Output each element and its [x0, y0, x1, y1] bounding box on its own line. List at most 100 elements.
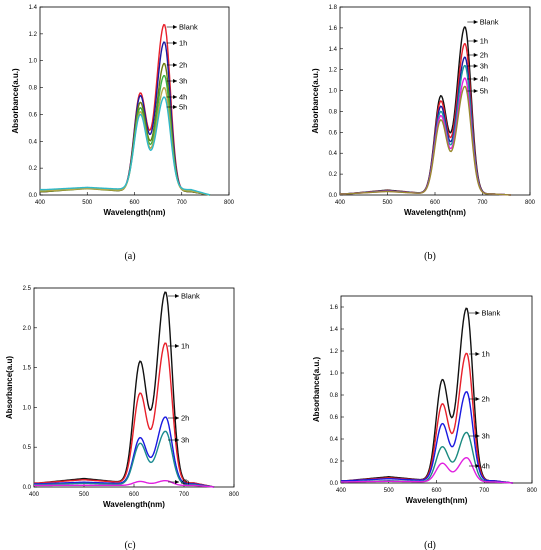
x-axis-title: Wavelength(nm) [104, 208, 166, 217]
y-tick-label: 1.4 [329, 47, 338, 53]
x-tick-label: 600 [129, 492, 140, 498]
legend-arrow-head [175, 416, 179, 420]
legend-arrow-head [175, 438, 179, 442]
series-line-5h [340, 85, 512, 196]
legend-label: 4h [179, 93, 187, 102]
legend-arrow-head [173, 105, 178, 109]
y-tick-label: 0.0 [23, 485, 32, 491]
legend-arrow-head [173, 63, 178, 67]
legend-label: 4h [480, 75, 488, 84]
y-tick-label: 0.4 [329, 151, 338, 157]
x-tick-label: 500 [79, 492, 90, 498]
x-tick-label: 400 [35, 200, 46, 206]
legend-label: 2h [481, 395, 489, 404]
legend-label: 5h [480, 87, 488, 96]
x-tick-label: 800 [525, 200, 536, 206]
x-axis-title: Wavelength(nm) [406, 496, 468, 505]
legend-label: 5h [179, 103, 187, 112]
legend-label: Blank [181, 292, 200, 301]
y-tick-label: 0.4 [330, 437, 339, 443]
panel-label: (a) [124, 251, 135, 262]
series-line-2h [34, 416, 215, 488]
y-tick-label: 0.6 [29, 112, 38, 118]
legend-arrow-head [175, 294, 179, 298]
legend-arrow-head [473, 39, 478, 43]
y-tick-label: 1.2 [29, 32, 38, 38]
legend-label: 4h [481, 462, 489, 471]
x-tick-label: 700 [477, 200, 488, 206]
legend-arrow-head [475, 397, 480, 401]
series-line-2h [341, 391, 513, 484]
y-tick-label: 0.8 [329, 109, 338, 115]
legend-label: 3h [480, 62, 488, 71]
y-tick-label: 0.2 [29, 166, 38, 172]
y-axis-title: Absorbance(a.u.) [311, 68, 320, 134]
series-line-5h [40, 96, 211, 196]
legend-label: 3h [481, 432, 489, 441]
x-axis-title: Wavelength(nm) [103, 500, 165, 509]
y-tick-label: 0.2 [329, 172, 338, 178]
series-line-4h [34, 479, 215, 488]
series-line-3h [340, 64, 512, 196]
panel-a: 400 500 600 700 800 0.0 0.2 0.4 0.6 0.8 1.0 1.2 1.4 W… [11, 5, 235, 262]
y-tick-label: 0.4 [29, 139, 38, 145]
legend-label: 2h [480, 51, 488, 60]
y-tick-label: 2.5 [23, 286, 32, 292]
x-tick-label: 700 [177, 200, 188, 206]
y-tick-label: 1.2 [330, 349, 339, 355]
legend-arrow-head [475, 311, 480, 315]
y-tick-label: 1.6 [330, 305, 339, 311]
plot-frame [39, 6, 230, 196]
legend-arrow-head [173, 41, 178, 45]
legend-arrow-head [475, 434, 480, 438]
legend-label: Blank [179, 23, 198, 32]
legend-arrow-head [173, 95, 178, 99]
y-tick-label: 0.0 [330, 481, 339, 487]
y-tick-label: 1.2 [329, 68, 338, 74]
y-tick-label: 1.6 [329, 26, 338, 32]
y-tick-label: 0.5 [23, 445, 32, 451]
y-tick-label: 2.0 [23, 326, 32, 332]
panel-c: 400 500 600 700 800 0.0 0.5 1.0 1.5 2.0 2.5 Wavelen… [5, 286, 240, 550]
y-tick-label: 0.0 [29, 193, 38, 199]
x-tick-label: 500 [382, 200, 393, 206]
legend-label: 2h [181, 414, 189, 423]
panel-b: 400 500 600 700 800 0.0 0.2 0.4 0.6 0.8 1.0 1.2 1.4 1… [311, 5, 536, 262]
y-tick-label: 0.2 [330, 459, 339, 465]
x-tick-label: 700 [179, 492, 190, 498]
legend-arrow-head [173, 79, 178, 83]
legend-arrow-head [473, 20, 478, 24]
plot-frame [340, 295, 533, 484]
x-tick-label: 600 [430, 200, 441, 206]
y-axis-title: Absorbance(a.u.) [11, 68, 20, 134]
y-axis-title: Absorbance(a.u) [5, 356, 14, 419]
panel-d: 400 500 600 700 800 0.0 0.2 0.4 0.6 0.8 1.0 1.2 1.4 1… [312, 295, 538, 550]
y-tick-label: 0.0 [329, 193, 338, 199]
y-tick-label: 0.6 [330, 415, 339, 421]
x-tick-label: 500 [82, 200, 93, 206]
x-tick-label: 800 [527, 488, 538, 494]
x-tick-label: 600 [431, 488, 442, 494]
legend-label: Blank [481, 309, 500, 318]
plot-frame [339, 6, 531, 196]
y-tick-label: 1.0 [23, 405, 32, 411]
x-tick-label: 700 [479, 488, 490, 494]
y-tick-label: 1.8 [329, 5, 338, 11]
legend-label: 4h [181, 478, 189, 487]
x-tick-label: 600 [129, 200, 140, 206]
panel-label: (c) [124, 540, 135, 550]
x-tick-label: 800 [224, 200, 235, 206]
series-line-4h [40, 86, 211, 196]
y-tick-label: 1.0 [329, 89, 338, 95]
legend-label: 3h [179, 77, 187, 86]
legend-arrow-head [473, 89, 478, 93]
series-line-4h [340, 77, 512, 196]
legend-label: 1h [481, 350, 489, 359]
y-tick-label: 0.8 [330, 393, 339, 399]
legend-label: 1h [480, 37, 488, 46]
series-line-blank [34, 291, 215, 488]
legend-label: 2h [179, 61, 187, 70]
legend-label: 1h [179, 39, 187, 48]
y-tick-label: 0.6 [329, 130, 338, 136]
